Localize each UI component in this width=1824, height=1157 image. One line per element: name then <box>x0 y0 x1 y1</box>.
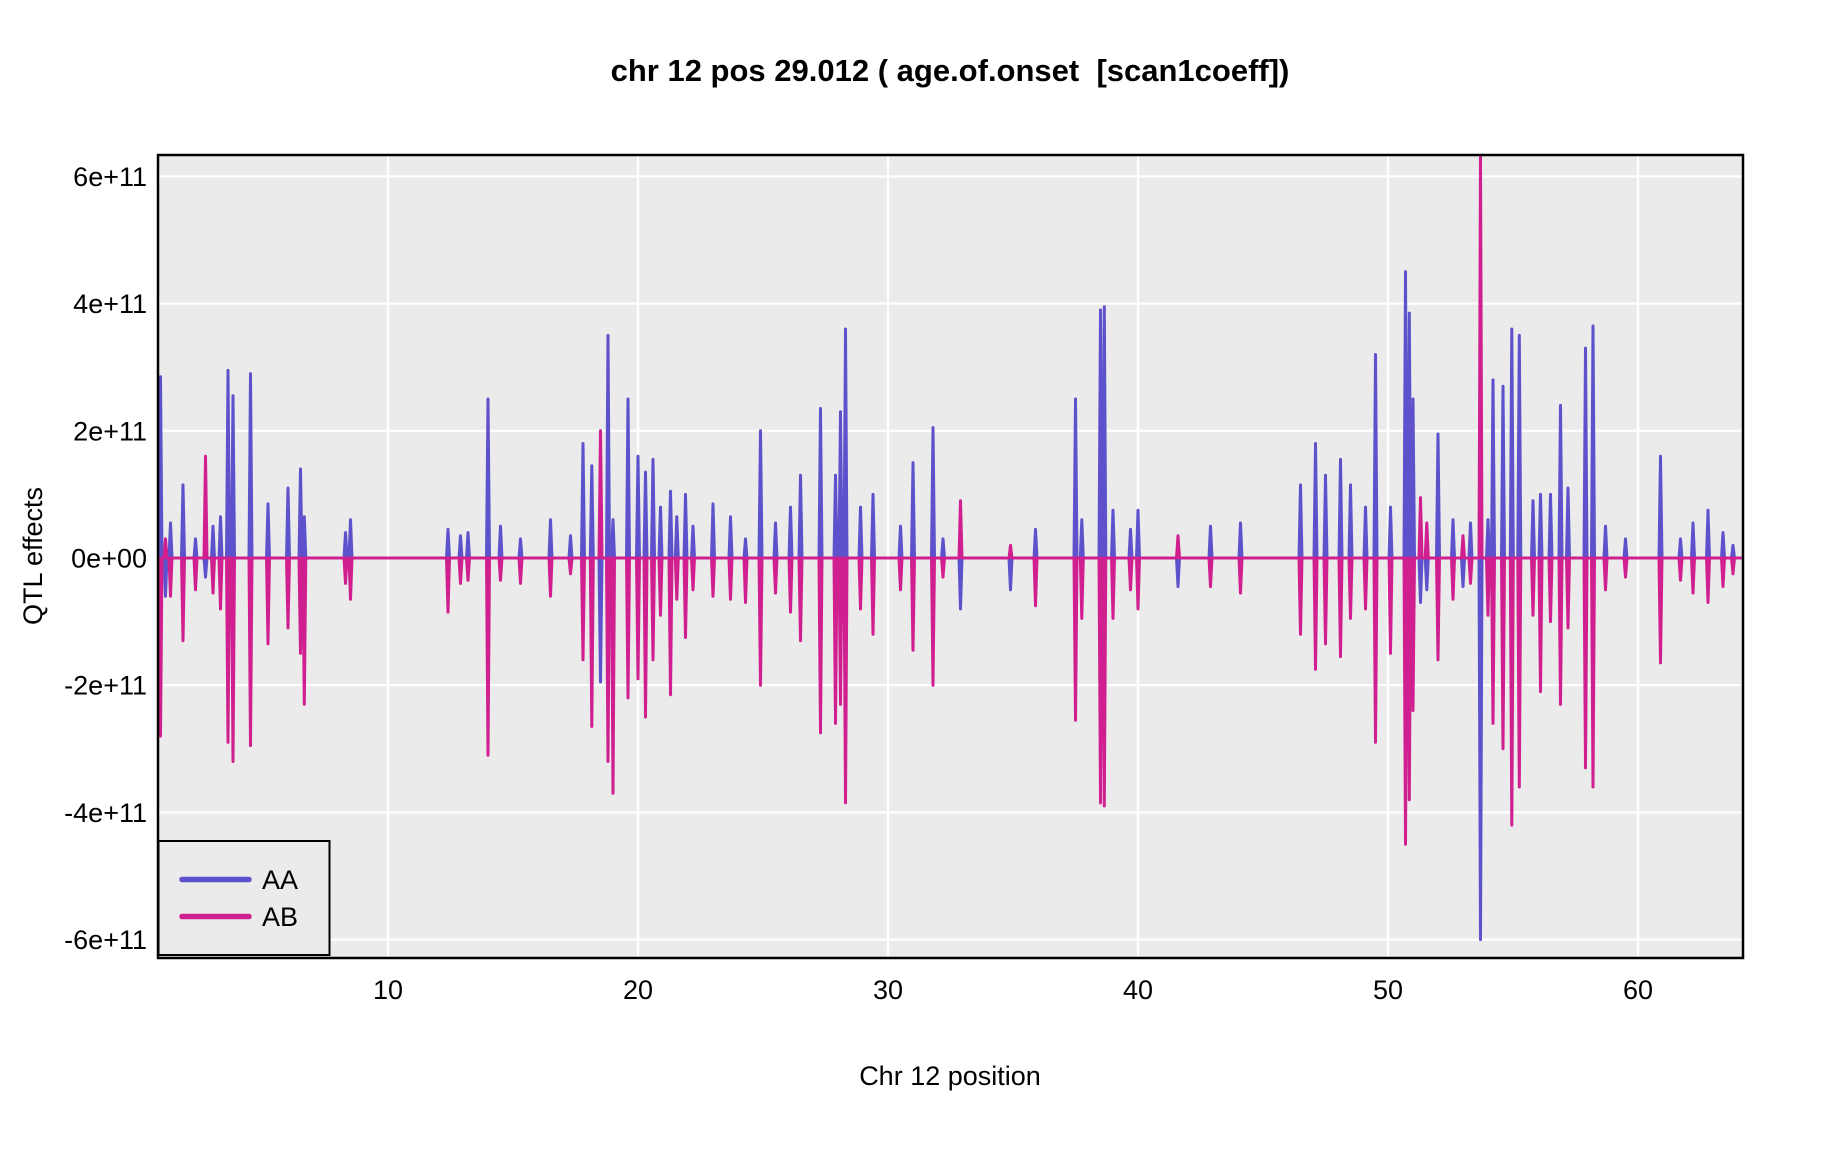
legend-AB-label: AB <box>262 902 298 932</box>
y-tick-label: -2e+11 <box>64 671 147 701</box>
chart-title: chr 12 pos 29.012 ( age.of.onset [scan1c… <box>611 53 1290 88</box>
y-axis-title: QTL effects <box>18 487 48 625</box>
x-axis-tick-labels: 10 20 30 40 50 60 <box>373 975 1653 1005</box>
x-tick-label: 50 <box>1373 975 1403 1005</box>
legend-AA-label: AA <box>262 865 298 895</box>
x-tick-label: 60 <box>1623 975 1653 1005</box>
y-tick-label: 4e+11 <box>73 289 147 319</box>
legend-background <box>157 840 331 956</box>
y-axis-tick-labels: 6e+11 4e+11 2e+11 0e+00 -2e+11 -4e+11 -6e+11 <box>64 162 147 955</box>
panel-border <box>156 153 1745 960</box>
y-tick-label: 0e+00 <box>71 544 147 574</box>
x-axis-title: Chr 12 position <box>859 1061 1041 1091</box>
series-AA-line <box>157 270 1742 942</box>
y-tick-label: 2e+11 <box>73 416 147 446</box>
y-tick-label: -4e+11 <box>64 798 147 828</box>
x-tick-label: 20 <box>623 975 653 1005</box>
y-tick-label: 6e+11 <box>73 162 147 192</box>
x-tick-label: 10 <box>373 975 403 1005</box>
x-tick-label: 30 <box>873 975 903 1005</box>
series-group <box>157 155 1742 942</box>
series-AB-line <box>157 155 1742 846</box>
legend-box: AA AB <box>157 840 331 956</box>
x-tick-label: 40 <box>1123 975 1153 1005</box>
y-tick-label: -6e+11 <box>64 925 147 955</box>
